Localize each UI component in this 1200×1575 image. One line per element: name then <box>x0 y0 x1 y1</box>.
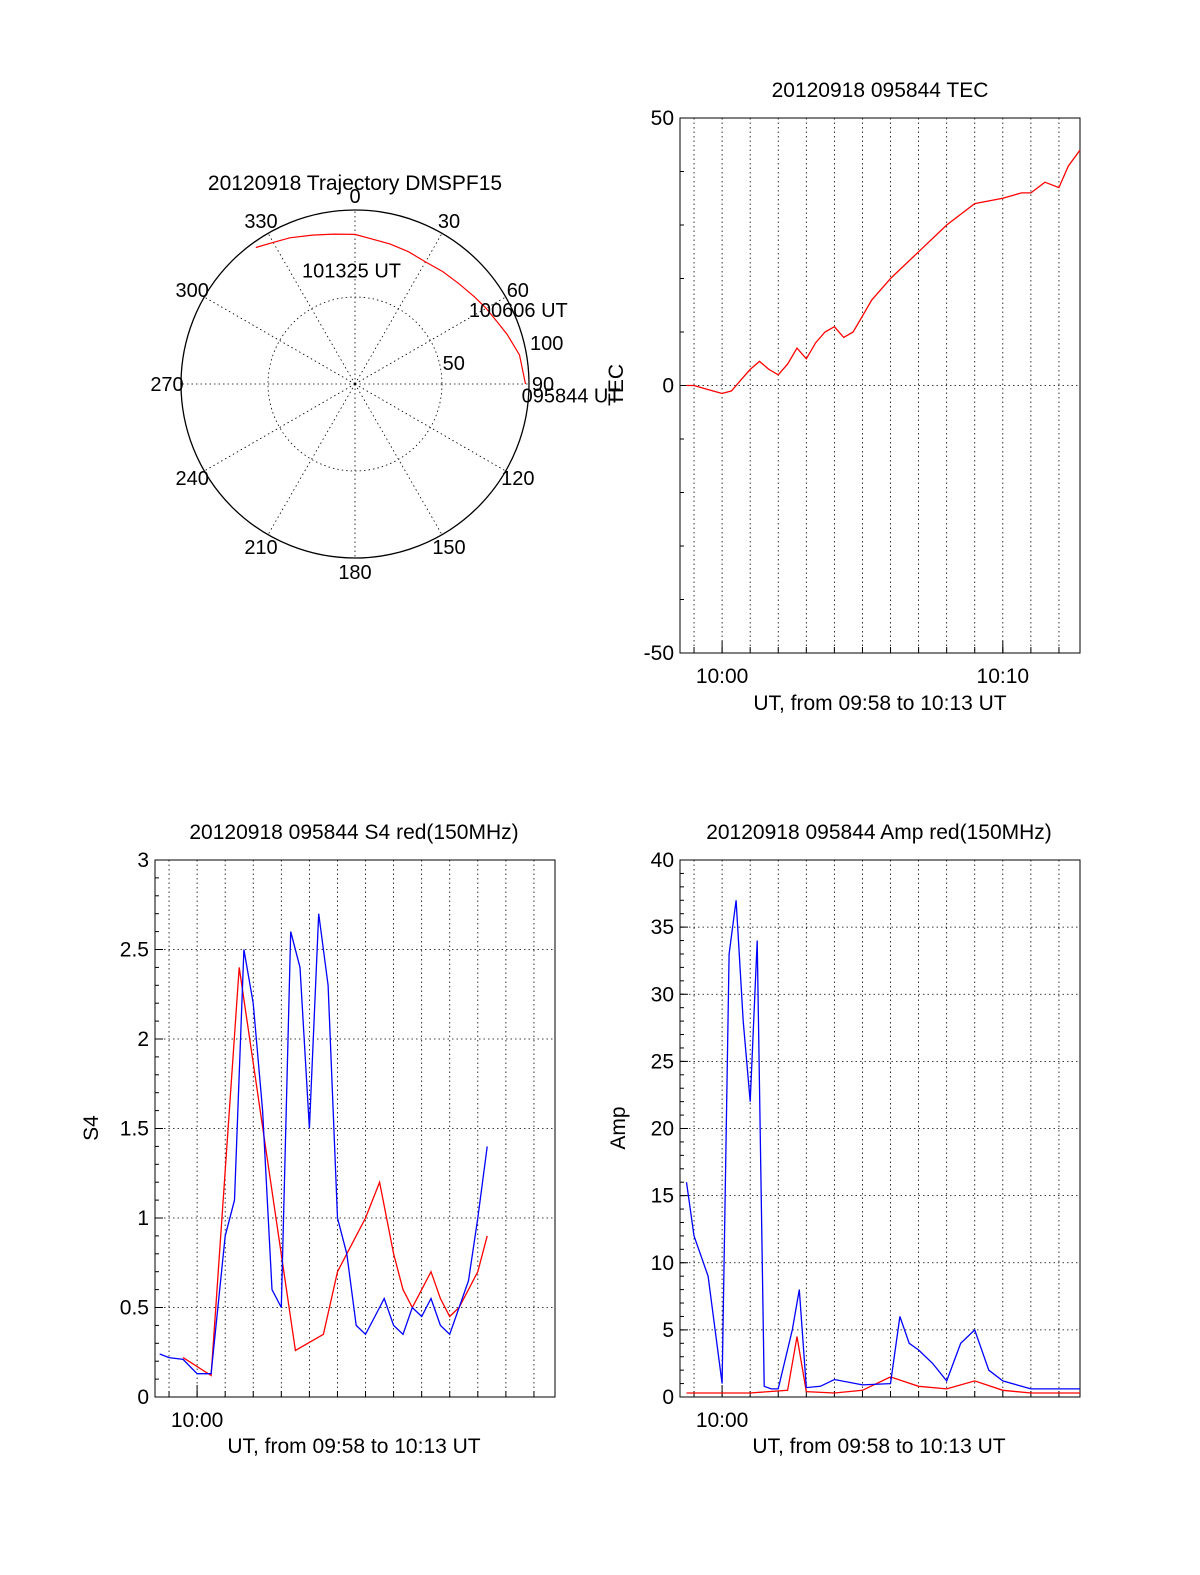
s4-ytick-label: 1.5 <box>120 1118 149 1141</box>
tec-x-axis-label: UT, from 09:58 to 10:13 UT <box>753 692 1006 715</box>
amp-y-axis-label: Amp <box>607 1106 630 1149</box>
amp-xtick-label: 10:00 <box>696 1409 749 1432</box>
tec-title: 20120918 095844 TEC <box>772 79 989 102</box>
tec-grid <box>680 118 1080 653</box>
polar-radius-label: 100 <box>530 333 563 355</box>
polar-spoke-240 <box>204 383 356 472</box>
polar-angle-label: 0 <box>349 186 360 208</box>
trajectory-polar-plot: 20120918 Trajectory DMSPF15 0 30 60 90 120 15… <box>150 172 620 584</box>
s4-series-line-0 <box>182 967 488 1377</box>
tec-ytick-label: -50 <box>644 642 674 665</box>
amp-title: 20120918 095844 Amp red(150MHz) <box>706 821 1052 844</box>
s4-ytick-label: 1 <box>137 1207 149 1230</box>
polar-trajectory-line <box>255 233 527 385</box>
polar-spoke-150 <box>354 383 443 535</box>
polar-title: 20120918 Trajectory DMSPF15 <box>208 172 502 195</box>
polar-annotations: 095844 UT 100606 UT 101325 UT <box>302 260 621 407</box>
s4-title: 20120918 095844 S4 red(150MHz) <box>189 821 518 844</box>
s4-plot: 20120918 095844 S4 red(150MHz) 0 0.5 1 1.5 2… <box>80 821 556 1458</box>
s4-xtick-label: 10:00 <box>171 1409 224 1432</box>
polar-time-annotation: 095844 UT <box>522 386 621 408</box>
polar-angle-label: 210 <box>244 537 277 559</box>
polar-angle-label: 240 <box>175 468 208 490</box>
polar-angle-label: 60 <box>507 280 529 302</box>
s4-ytick-label: 0 <box>137 1386 149 1409</box>
amp-y-ticks: 0 5 10 15 20 25 30 35 40 <box>651 849 688 1409</box>
tec-ytick-label: 0 <box>662 375 674 398</box>
polar-time-annotation: 100606 UT <box>469 300 568 322</box>
polar-angle-label: 270 <box>150 374 183 396</box>
amp-ytick-label: 20 <box>651 1118 674 1141</box>
polar-angle-label: 120 <box>501 468 534 490</box>
tec-xtick-label: 10:00 <box>696 665 749 688</box>
tec-plot: 20120918 095844 TEC 50 0 -50 10:00 10:10 UT… <box>605 79 1081 715</box>
s4-x-ticks: 10:00 <box>171 1385 224 1432</box>
s4-ytick-label: 3 <box>137 849 149 872</box>
polar-angle-label: 300 <box>175 280 208 302</box>
amp-series-line-1 <box>685 900 1080 1390</box>
polar-angle-label: 90 <box>532 374 554 396</box>
polar-spoke-60 <box>354 296 506 385</box>
s4-ytick-label: 0.5 <box>120 1297 149 1320</box>
amp-ytick-label: 10 <box>651 1252 674 1275</box>
amp-ytick-label: 25 <box>651 1050 674 1073</box>
polar-angle-label: 330 <box>244 211 277 233</box>
amp-series <box>685 900 1080 1394</box>
amp-ytick-label: 30 <box>651 983 674 1006</box>
s4-grid <box>155 860 555 1397</box>
polar-angle-label: 180 <box>338 562 371 584</box>
polar-spoke-330 <box>267 233 356 385</box>
s4-series <box>159 913 488 1377</box>
amp-x-axis-label: UT, from 09:58 to 10:13 UT <box>752 1435 1005 1458</box>
polar-angle-labels: 0 30 60 90 120 150 180 210 240 270 300 330 <box>150 186 554 584</box>
tec-series <box>686 149 1081 395</box>
amp-grid <box>680 860 1080 1397</box>
amp-ytick-label: 5 <box>662 1319 674 1342</box>
polar-angle-label: 30 <box>438 211 460 233</box>
polar-spoke-30 <box>354 233 443 385</box>
amp-ytick-label: 0 <box>662 1386 674 1409</box>
polar-radius-labels: 50 100 <box>443 333 564 375</box>
tec-series-line-0 <box>686 149 1081 395</box>
s4-ytick-label: 2 <box>137 1028 149 1051</box>
amp-ytick-label: 15 <box>651 1185 674 1208</box>
amp-x-ticks: 10:00 <box>696 1385 749 1432</box>
tec-x-ticks: 10:00 10:10 <box>696 641 1029 688</box>
tec-y-axis-label: TEC <box>605 364 628 406</box>
s4-x-axis-label: UT, from 09:58 to 10:13 UT <box>227 1435 480 1458</box>
polar-spoke-210 <box>267 383 356 535</box>
s4-series-line-1 <box>159 913 488 1375</box>
polar-radius-label: 50 <box>443 353 465 375</box>
polar-angle-label: 150 <box>432 537 465 559</box>
tec-xtick-label: 10:10 <box>977 665 1030 688</box>
polar-spoke-300 <box>204 296 356 385</box>
s4-y-ticks: 0 0.5 1 1.5 2 2.5 3 <box>120 849 163 1409</box>
polar-time-annotation: 101325 UT <box>302 260 401 282</box>
amp-series-line-0 <box>686 1336 1080 1394</box>
polar-grid <box>180 209 530 559</box>
polar-spoke-120 <box>354 383 506 472</box>
tec-ytick-label: 50 <box>651 107 674 130</box>
amp-ytick-label: 35 <box>651 916 674 939</box>
polar-outer-ring <box>180 209 530 559</box>
s4-y-axis-label: S4 <box>80 1115 103 1141</box>
amp-plot: 20120918 095844 Amp red(150MHz) 0 5 10 15 20… <box>607 821 1081 1458</box>
tec-y-ticks: 50 0 -50 <box>644 107 688 665</box>
polar-trajectory-series <box>255 233 527 385</box>
amp-ytick-label: 40 <box>651 849 674 872</box>
s4-ytick-label: 2.5 <box>120 939 149 962</box>
